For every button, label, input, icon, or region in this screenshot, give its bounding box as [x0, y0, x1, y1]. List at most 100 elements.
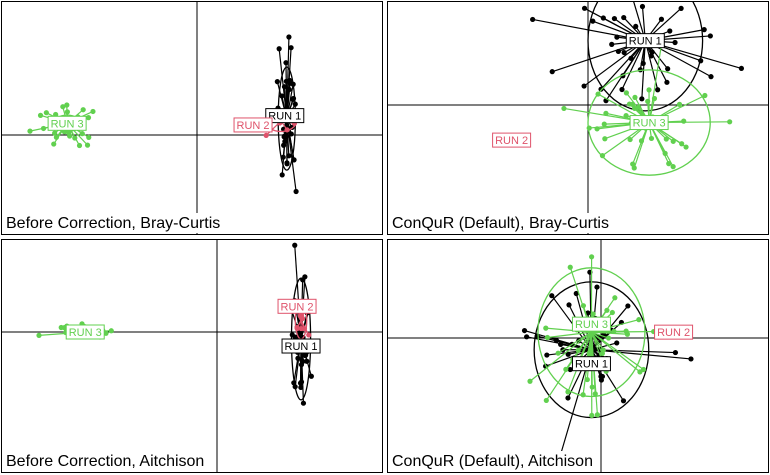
sample-point	[561, 105, 567, 112]
sample-point	[727, 119, 733, 125]
run-label-text: RUN 3	[69, 327, 102, 339]
run-label-text: RUN 2	[657, 327, 690, 339]
run-label-text: RUN 3	[633, 118, 666, 130]
run-label: RUN 3	[65, 324, 105, 340]
caption-background	[388, 213, 615, 233]
spider-line	[621, 40, 646, 90]
run-label: RUN 1	[281, 338, 321, 354]
spider-line	[591, 331, 644, 371]
run-label: RUN 1	[571, 356, 611, 372]
confidence-ellipse	[587, 1, 704, 112]
sample-point	[701, 27, 707, 33]
spider-line	[529, 331, 592, 382]
sample-point	[639, 96, 645, 102]
sample-point	[663, 136, 669, 142]
run-label-text: RUN 2	[495, 135, 528, 147]
spider-line	[591, 331, 641, 373]
sample-point	[586, 125, 592, 131]
panel-frame	[387, 239, 769, 473]
sample-point	[688, 356, 694, 362]
run-label-box	[629, 115, 669, 131]
plot-area: RUN 1 RUN 2 RUN 3	[1, 239, 383, 473]
spider-line	[632, 1, 646, 41]
sample-point	[40, 125, 47, 132]
sample-point	[287, 77, 293, 84]
sample-point	[594, 412, 601, 418]
sample-point	[636, 104, 642, 110]
sample-point	[672, 39, 678, 46]
run-label: RUN 3	[629, 115, 669, 131]
spider-line	[583, 40, 646, 87]
run-label-box	[654, 324, 694, 340]
sample-point	[637, 369, 643, 375]
run-label-text: RUN 2	[281, 301, 314, 313]
sample-point	[623, 328, 629, 334]
sample-point	[80, 107, 86, 113]
sample-point	[609, 41, 615, 47]
sample-point	[589, 384, 595, 390]
sample-point	[708, 74, 714, 80]
sample-point	[553, 337, 560, 343]
run-label-box	[571, 356, 611, 372]
sample-point	[302, 274, 308, 280]
panel-2: RUN 1 RUN 2 RUN 3 ConQuR (Default), Bray-Cu…	[387, 1, 769, 235]
sample-point	[598, 377, 604, 383]
sample-point	[84, 142, 91, 148]
sample-point	[646, 87, 652, 93]
spider-line	[591, 342, 617, 351]
panel-3: RUN 1 RUN 2 RUN 3 Before Correction, Aitchi…	[1, 239, 383, 473]
sample-point	[295, 355, 301, 361]
sample-point	[601, 121, 607, 127]
run-label-box	[281, 338, 321, 354]
sample-point	[300, 400, 307, 406]
sample-point	[614, 340, 620, 346]
sample-point	[638, 138, 645, 144]
sample-point	[76, 142, 83, 149]
sample-point	[594, 284, 600, 290]
spider-line	[545, 331, 592, 401]
sample-point	[283, 60, 289, 66]
sample-point	[565, 395, 571, 401]
sample-point	[51, 141, 57, 147]
run-label: RUN 3	[47, 115, 87, 131]
sample-point	[636, 317, 642, 323]
sample-point	[621, 14, 627, 21]
run-label: RUN 2	[654, 324, 694, 340]
sample-point	[602, 136, 608, 142]
run-label-box	[47, 115, 87, 131]
sample-point	[627, 136, 633, 143]
caption-background	[388, 451, 599, 471]
run-label: RUN 2	[277, 298, 317, 314]
sample-point	[567, 366, 573, 373]
sample-point	[558, 341, 564, 347]
sample-point	[678, 5, 684, 11]
spider-line	[600, 40, 646, 90]
sample-point	[288, 45, 294, 51]
panel-caption: ConQuR (Default), Aitchison	[392, 453, 593, 470]
run-label: RUN 1	[265, 108, 305, 124]
run-label-text: RUN 1	[575, 359, 608, 371]
sample-point	[279, 172, 285, 178]
panel-4: RUN 1 RUN 2 RUN 3 ConQuR (Default), Aitchis…	[387, 239, 769, 473]
confidence-ellipse	[537, 267, 646, 398]
spider-line	[577, 331, 592, 351]
sample-point	[543, 397, 549, 404]
sample-point	[284, 161, 290, 167]
sample-point	[36, 332, 42, 338]
caption-background	[2, 213, 227, 233]
sample-point	[658, 16, 665, 22]
sample-point	[573, 290, 579, 297]
sample-point	[308, 373, 314, 379]
sample-point	[631, 165, 637, 171]
sample-point	[639, 3, 646, 10]
sample-point	[43, 110, 49, 116]
sample-point	[524, 334, 530, 340]
sample-point	[53, 111, 59, 118]
spider-line	[547, 331, 592, 339]
confidence-ellipse	[587, 69, 711, 176]
panel-caption: ConQuR (Default), Bray-Curtis	[392, 215, 609, 232]
sample-point	[619, 86, 625, 93]
